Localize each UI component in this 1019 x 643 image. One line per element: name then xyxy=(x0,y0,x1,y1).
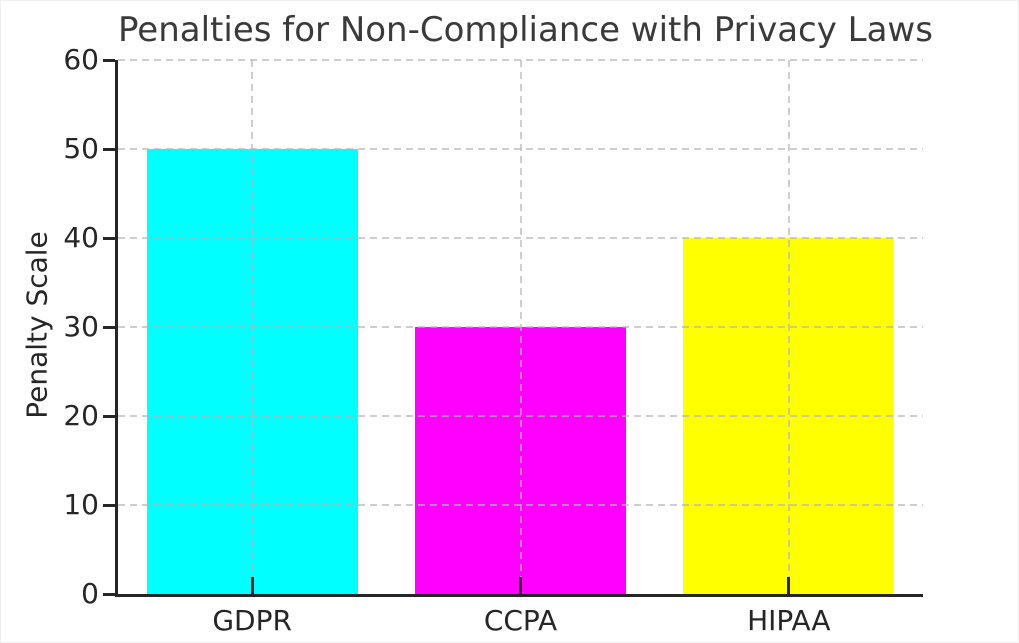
y-axis-spine xyxy=(115,60,118,597)
axis-layer xyxy=(103,58,923,597)
y-tick-label-0: 0 xyxy=(81,577,99,610)
y-tick-20 xyxy=(103,414,115,418)
y-tick-label-60: 60 xyxy=(63,43,99,76)
v-gridline-gdpr xyxy=(251,60,254,594)
x-tick-label-hipaa: HIPAA xyxy=(747,604,831,637)
y-axis-label: Penalty Scale xyxy=(20,231,54,419)
x-tick-label-ccpa: CCPA xyxy=(483,604,558,637)
x-axis-spine xyxy=(115,594,923,597)
x-tick-ccpa xyxy=(519,577,522,594)
chart-title: Penalties for Non-Compliance with Privac… xyxy=(118,10,933,50)
y-tick-50 xyxy=(103,147,115,151)
y-tick-40 xyxy=(103,236,115,240)
x-tick-gdpr xyxy=(250,577,254,594)
v-gridline-hipaa xyxy=(787,60,790,594)
x-tick-hipaa xyxy=(787,577,791,594)
y-tick-10 xyxy=(103,503,115,507)
plot-area xyxy=(103,58,923,597)
y-tick-label-10: 10 xyxy=(63,488,99,521)
x-tick-label-gdpr: GDPR xyxy=(212,604,292,637)
y-tick-0 xyxy=(103,592,115,596)
y-tick-60 xyxy=(103,58,115,62)
y-tick-label-50: 50 xyxy=(63,132,99,165)
v-gridline-ccpa xyxy=(519,60,522,594)
y-tick-30 xyxy=(103,325,115,329)
grid-layer xyxy=(118,59,923,594)
